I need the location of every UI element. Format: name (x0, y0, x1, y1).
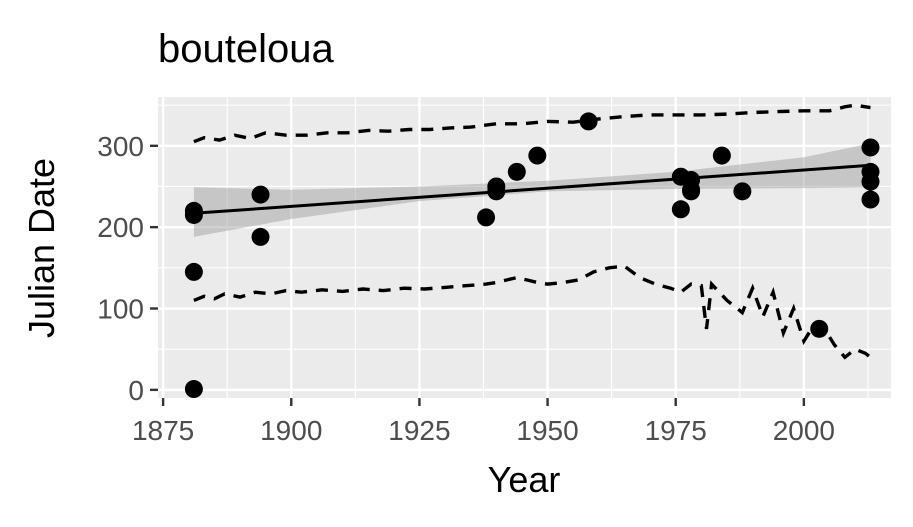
x-tick-label: 2000 (773, 415, 835, 446)
data-point (712, 146, 731, 165)
data-point (184, 205, 203, 224)
x-axis-title: Year (488, 459, 561, 500)
plot-panel (158, 97, 891, 398)
data-point (861, 172, 880, 191)
lower-dashed-line (193, 264, 877, 363)
data-point (184, 380, 203, 399)
x-tick-label: 1900 (260, 415, 322, 446)
data-point (477, 208, 496, 227)
chart-title: bouteloua (158, 27, 334, 71)
axis-layer: 1875 1900 1925 1950 1975 2000 0 100 200 300 (97, 131, 835, 446)
y-axis-title: Julian Date (21, 158, 62, 338)
data-point (528, 146, 547, 165)
x-tick-label: 1875 (132, 415, 194, 446)
data-point (810, 319, 829, 338)
x-tick-label: 1950 (516, 415, 578, 446)
trend-line (193, 163, 871, 215)
y-tick-label: 300 (97, 131, 144, 162)
y-tick-label: 0 (128, 375, 144, 406)
x-tick-label: 1975 (645, 415, 707, 446)
data-point (861, 138, 880, 157)
data-point (487, 182, 506, 201)
data-point (682, 182, 701, 201)
point-layer (184, 112, 880, 399)
x-tick-label: 1925 (388, 415, 450, 446)
data-point (184, 262, 203, 281)
data-point (251, 227, 270, 246)
data-point (733, 182, 752, 201)
data-point (507, 162, 526, 181)
y-tick-label: 200 (97, 212, 144, 243)
data-point (251, 185, 270, 204)
data-point (671, 200, 690, 219)
y-tick-label: 100 (97, 294, 144, 325)
data-point (579, 112, 598, 131)
line-layer (193, 103, 877, 363)
data-point (861, 190, 880, 209)
